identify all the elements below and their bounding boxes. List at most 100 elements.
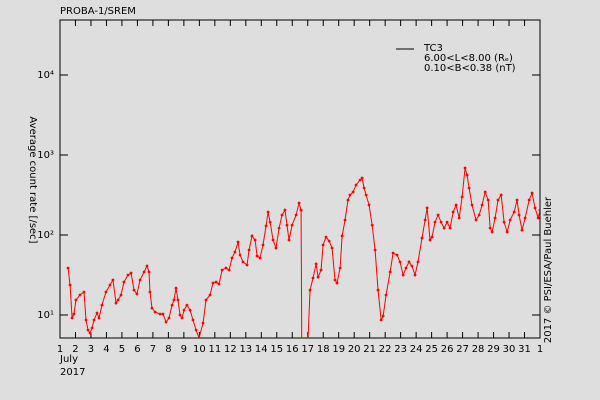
- data-point: [268, 220, 272, 224]
- data-point: [346, 198, 350, 202]
- x-tick-label: 18: [317, 344, 330, 355]
- data-point: [401, 273, 405, 277]
- data-point: [170, 303, 174, 307]
- data-point: [174, 286, 178, 290]
- data-point: [373, 248, 377, 252]
- data-point: [201, 321, 205, 325]
- data-point: [391, 251, 395, 255]
- data-point: [147, 270, 151, 274]
- data-point: [474, 218, 478, 222]
- data-point: [158, 312, 162, 316]
- data-point: [314, 262, 318, 266]
- data-point: [395, 253, 399, 257]
- data-point: [167, 316, 171, 320]
- data-point: [508, 218, 512, 222]
- data-point: [129, 271, 133, 275]
- data-point: [454, 203, 458, 207]
- data-point: [460, 195, 464, 199]
- x-tick-label: 23: [394, 344, 407, 355]
- x-tick-label: 8: [165, 344, 171, 355]
- data-point: [82, 290, 86, 294]
- data-point: [164, 320, 168, 324]
- x-tick-label: 31: [518, 344, 531, 355]
- data-point: [135, 292, 139, 296]
- data-point: [185, 303, 189, 307]
- data-point: [512, 210, 516, 214]
- data-point: [486, 198, 490, 202]
- data-point: [470, 203, 474, 207]
- data-point: [178, 313, 182, 317]
- data-point: [84, 318, 88, 322]
- data-point: [74, 298, 78, 302]
- data-point: [425, 206, 429, 210]
- data-point: [255, 254, 259, 258]
- x-tick-label: 3: [88, 344, 94, 355]
- data-point: [428, 238, 432, 242]
- data-point: [150, 306, 154, 310]
- x-tick-label: 17: [301, 344, 314, 355]
- data-point: [271, 238, 275, 242]
- data-point: [536, 216, 540, 220]
- data-point: [211, 281, 215, 285]
- data-point: [191, 318, 195, 322]
- data-point: [384, 293, 388, 297]
- data-point: [119, 293, 123, 297]
- x-tick-label: 29: [487, 344, 500, 355]
- legend-text: 0.10<B<0.38 (nT): [424, 63, 516, 74]
- data-point: [92, 318, 96, 322]
- x-tick-label: 27: [456, 344, 469, 355]
- data-point: [465, 173, 469, 177]
- data-point: [86, 328, 90, 332]
- data-point: [379, 318, 383, 322]
- data-point: [467, 186, 471, 190]
- data-point: [327, 239, 331, 243]
- x-tick-label: 10: [193, 344, 206, 355]
- data-point: [490, 230, 494, 234]
- data-point: [277, 226, 281, 230]
- data-point: [261, 243, 265, 247]
- data-point: [436, 213, 440, 217]
- x-tick-label: 20: [348, 344, 361, 355]
- data-point: [294, 213, 298, 217]
- x-tick-label: 28: [472, 344, 485, 355]
- data-point: [114, 301, 118, 305]
- data-point: [220, 268, 224, 272]
- data-point: [381, 314, 385, 318]
- data-point: [502, 220, 506, 224]
- data-point: [335, 281, 339, 285]
- data-point: [343, 218, 347, 222]
- data-point: [108, 283, 112, 287]
- data-point: [388, 270, 392, 274]
- legend-entry: TC3: [423, 43, 443, 54]
- data-point: [488, 226, 492, 230]
- data-point: [416, 260, 420, 264]
- chart-title: PROBA-1/SREM: [60, 6, 136, 17]
- data-point: [319, 268, 323, 272]
- x-tick-label: 12: [224, 344, 237, 355]
- plot-frame: [59, 19, 541, 339]
- data-point: [197, 336, 201, 338]
- data-point: [116, 298, 120, 302]
- data-point: [442, 226, 446, 230]
- x-tick-label: 26: [441, 344, 454, 355]
- x-tick-label: 9: [181, 344, 187, 355]
- data-point: [204, 298, 208, 302]
- data-point: [493, 216, 497, 220]
- data-point: [340, 234, 344, 238]
- data-point: [70, 316, 74, 320]
- data-point: [78, 293, 82, 297]
- x-tick-label: 13: [239, 344, 252, 355]
- data-point: [208, 293, 212, 297]
- data-point: [523, 216, 527, 220]
- data-point: [420, 236, 424, 240]
- data-point: [311, 276, 315, 280]
- x-tick-label: 1: [57, 344, 63, 355]
- data-point: [316, 275, 320, 279]
- data-point: [338, 266, 342, 270]
- data-point: [333, 278, 337, 282]
- data-point: [520, 228, 524, 232]
- data-point: [423, 218, 427, 222]
- data-point: [538, 208, 540, 212]
- data-point: [138, 278, 142, 282]
